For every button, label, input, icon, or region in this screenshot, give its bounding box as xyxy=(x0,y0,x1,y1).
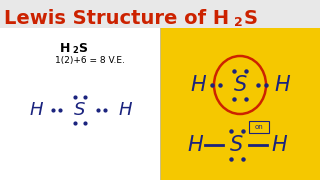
Text: S: S xyxy=(244,10,258,28)
Text: H: H xyxy=(190,75,206,95)
Text: S: S xyxy=(78,42,87,55)
Text: H: H xyxy=(118,101,132,119)
Text: H: H xyxy=(187,135,203,155)
Text: H: H xyxy=(60,42,70,55)
FancyBboxPatch shape xyxy=(160,28,320,180)
Text: 2: 2 xyxy=(234,15,243,28)
Text: S: S xyxy=(74,101,86,119)
Text: H: H xyxy=(271,135,287,155)
Text: H: H xyxy=(274,75,290,95)
Text: 1(2)+6 = 8 V.E.: 1(2)+6 = 8 V.E. xyxy=(55,56,125,65)
Text: 2: 2 xyxy=(72,46,78,55)
FancyBboxPatch shape xyxy=(0,0,320,28)
Text: on: on xyxy=(255,124,263,130)
Text: S: S xyxy=(230,135,244,155)
Text: H: H xyxy=(29,101,43,119)
FancyBboxPatch shape xyxy=(0,28,160,180)
Text: S: S xyxy=(233,75,247,95)
Text: Lewis Structure of H: Lewis Structure of H xyxy=(4,10,229,28)
